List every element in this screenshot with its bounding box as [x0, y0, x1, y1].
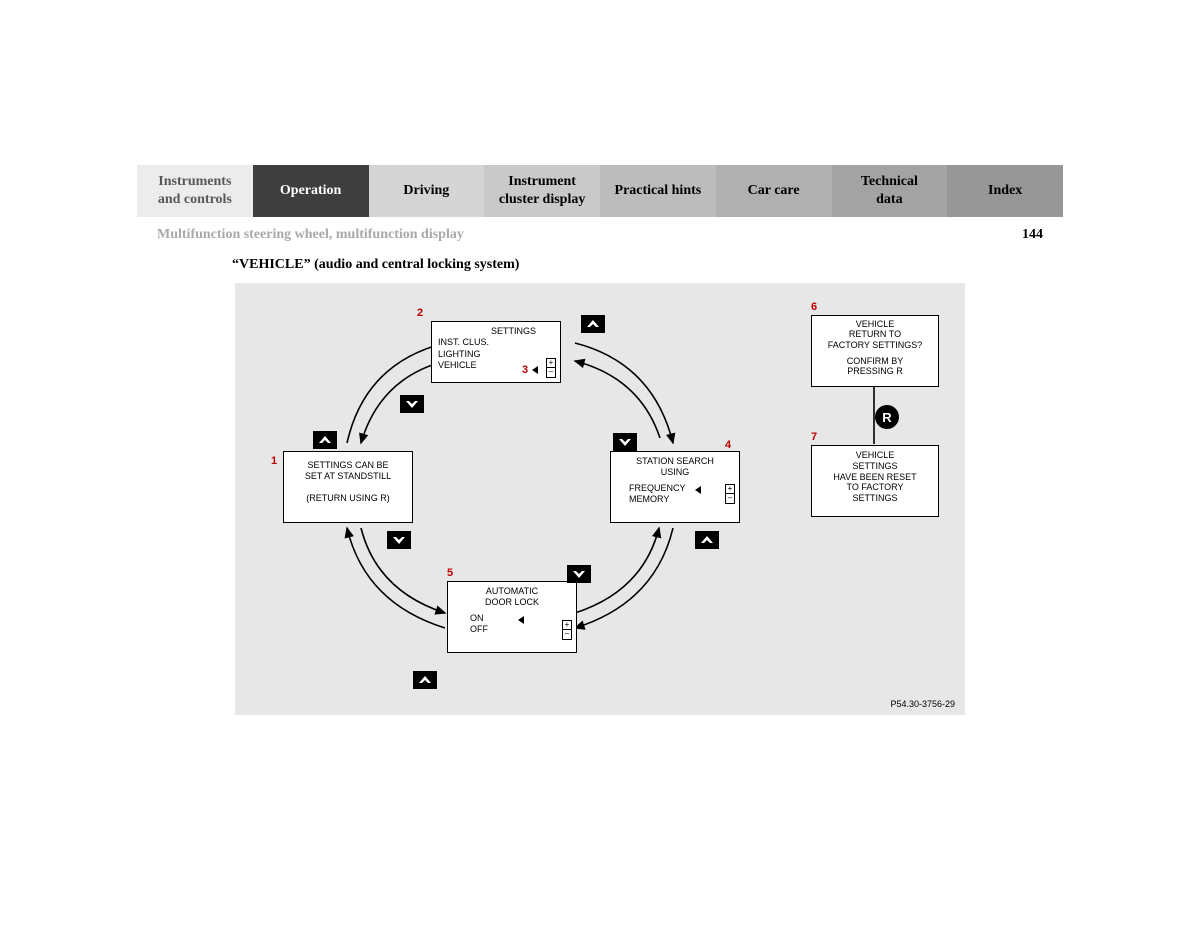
tab-5[interactable]: Car care [716, 165, 832, 217]
label-3: 3 [522, 364, 528, 378]
selector-arrow-icon [532, 366, 538, 374]
box7-l2: SETTINGS [818, 461, 932, 472]
box2-opt1: INST. CLUS. [438, 337, 554, 348]
box-factory-confirm: VEHICLE RETURN TO FACTORY SETTINGS? CONF… [811, 315, 939, 387]
subheader-title: Multifunction steering wheel, multifunct… [157, 227, 942, 243]
box7-l3: HAVE BEEN RESET [818, 472, 932, 483]
box6-l6: PRESSING R [818, 366, 932, 376]
tab-2[interactable]: Driving [369, 165, 485, 217]
page-number: 144 [1022, 227, 1043, 243]
arrow-up-icon [313, 431, 337, 449]
box6-l3: FACTORY SETTINGS? [818, 340, 932, 350]
subheader: Multifunction steering wheel, multifunct… [137, 217, 1063, 247]
arrow-up-icon [581, 315, 605, 333]
box7-l4: TO FACTORY [818, 482, 932, 493]
plus-minus-icon: +– [725, 484, 735, 504]
arrow-down-icon [613, 433, 637, 451]
box6-l1: VEHICLE [818, 319, 932, 329]
label-7: 7 [811, 431, 817, 443]
box5-title: AUTOMATIC [454, 586, 570, 597]
diagram-code: P54.30-3756-29 [890, 699, 955, 709]
box5-sub: DOOR LOCK [454, 597, 570, 608]
arrow-down-icon [567, 565, 591, 583]
arrow-up-icon [695, 531, 719, 549]
label-6: 6 [811, 301, 817, 313]
box6-l5: CONFIRM BY [818, 356, 932, 366]
box2-opt2: LIGHTING [438, 349, 554, 360]
box6-l2: RETURN TO [818, 329, 932, 339]
label-5: 5 [447, 567, 453, 579]
tab-0[interactable]: Instrumentsand controls [137, 165, 253, 217]
box7-l5: SETTINGS [818, 493, 932, 504]
tab-1[interactable]: Operation [253, 165, 369, 217]
box4-sub: USING [617, 467, 733, 478]
tab-4[interactable]: Practical hints [600, 165, 716, 217]
box1-line4: (RETURN USING R) [290, 493, 406, 504]
label-2: 2 [417, 307, 423, 319]
box2-title: SETTINGS [438, 326, 554, 337]
box4-title: STATION SEARCH [617, 456, 733, 467]
tab-7[interactable]: Index [947, 165, 1063, 217]
tab-6[interactable]: Technicaldata [832, 165, 948, 217]
arrow-down-icon [400, 395, 424, 413]
box7-l1: VEHICLE [818, 450, 932, 461]
selector-arrow-icon [695, 486, 701, 494]
box-settings-standstill: SETTINGS CAN BE SET AT STANDSTILL (RETUR… [283, 451, 413, 523]
box-door-lock: AUTOMATIC DOOR LOCK ON OFF +– [447, 581, 577, 653]
box-station-search: STATION SEARCH USING FREQUENCY MEMORY +– [610, 451, 740, 523]
box-factory-reset: VEHICLE SETTINGS HAVE BEEN RESET TO FACT… [811, 445, 939, 517]
box4-opt2: MEMORY [629, 494, 669, 504]
box4-opt1: FREQUENCY [629, 483, 686, 493]
box5-opt1: ON [470, 613, 484, 623]
label-1: 1 [271, 455, 277, 467]
arrow-down-icon [387, 531, 411, 549]
tab-bar: Instrumentsand controlsOperationDrivingI… [137, 165, 1063, 217]
label-4: 4 [725, 439, 731, 451]
section-title: “VEHICLE” (audio and central locking sys… [137, 247, 1063, 283]
box1-line2: SET AT STANDSTILL [290, 471, 406, 482]
box1-line1: SETTINGS CAN BE [290, 460, 406, 471]
box5-opt2: OFF [470, 624, 488, 634]
r-button-icon: R [875, 405, 899, 429]
plus-minus-icon: +– [546, 358, 556, 378]
box-settings: SETTINGS INST. CLUS. LIGHTING VEHICLE 3 … [431, 321, 561, 383]
diagram: 1 SETTINGS CAN BE SET AT STANDSTILL (RET… [235, 283, 965, 715]
tab-3[interactable]: Instrumentcluster display [484, 165, 600, 217]
selector-arrow-icon [518, 616, 524, 624]
arrow-up-icon [413, 671, 437, 689]
plus-minus-icon: +– [562, 620, 572, 640]
